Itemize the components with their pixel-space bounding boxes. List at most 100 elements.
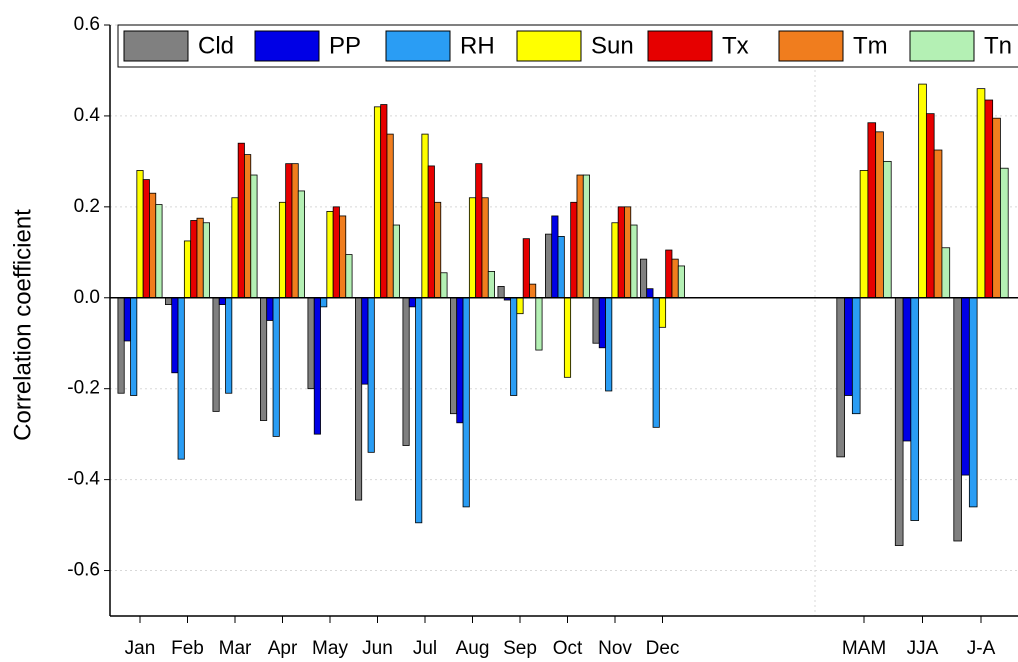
y-tick-label: -0.2 [67,378,100,399]
legend-swatch [385,30,451,62]
bar [297,190,305,299]
bar [497,286,505,299]
legend-swatch [778,30,844,62]
bar [510,297,518,396]
bar [918,83,927,299]
bar [677,265,685,299]
bar [136,170,144,299]
bar [582,174,590,299]
bar [285,163,293,299]
legend-label: Sun [591,32,634,59]
bar [278,201,287,299]
x-tick-label: MAM [842,638,886,659]
bar [910,297,920,521]
bar [545,233,553,299]
bar [266,297,274,321]
bar [225,297,233,394]
bar [1000,167,1009,299]
bar [605,297,613,392]
bar [894,297,904,546]
bar [563,297,572,378]
bar [440,272,448,299]
bar [142,179,150,299]
bar [361,297,369,385]
x-tick-label: J-A [967,638,996,659]
bar [658,297,667,328]
y-tick-label: -0.6 [67,560,100,581]
legend-swatch [123,30,189,62]
bar [326,210,334,299]
bar [434,201,442,299]
bar [149,192,157,299]
bar [402,297,410,446]
bar [462,297,470,508]
bar [408,297,416,308]
bar [902,297,912,442]
bar [202,222,210,299]
bar [611,222,619,299]
bar [123,297,131,342]
bar [576,174,584,299]
bar [196,217,204,299]
bar [291,163,299,299]
legend-label: RH [460,32,495,59]
bar [117,297,125,394]
bar [237,142,245,299]
x-tick-label: Apr [268,638,298,659]
bar [875,131,884,299]
bar [272,297,280,437]
x-tick-label: Sep [503,638,537,659]
bar [867,122,877,299]
x-tick-label: Jun [362,638,393,659]
legend-swatch [516,30,582,62]
bar [961,297,970,476]
x-tick-label: Mar [219,638,252,659]
y-tick-label: 0.6 [74,14,100,35]
bar [529,283,537,299]
bar [883,160,892,299]
y-tick-label: 0.4 [74,105,101,126]
bar [617,206,625,299]
bar [456,297,464,424]
bar [231,197,239,299]
bar [968,297,978,508]
bar [592,297,600,344]
x-tick-label: Oct [553,638,583,659]
bar [218,297,226,305]
bar [367,297,375,453]
bar [427,165,435,299]
bar [851,297,861,415]
bar [190,220,198,299]
legend-swatch [909,30,975,62]
bar [307,297,315,390]
bar [386,133,394,299]
bar [630,224,638,299]
bar [624,206,632,299]
bar [992,117,1001,299]
bar [450,297,458,415]
bar [933,149,943,299]
bar [332,206,340,299]
legend-label: PP [329,32,361,59]
bar [355,297,363,501]
bar [165,297,173,305]
y-tick-label: -0.4 [67,469,100,490]
bar [260,297,268,421]
bar [250,174,258,299]
x-tick-label: Jul [413,638,437,659]
bar [859,170,869,299]
x-tick-label: Feb [171,638,204,659]
bar [320,297,328,308]
bar [652,297,660,428]
bar [844,297,853,396]
bar [421,133,429,299]
y-tick-label: 0.2 [74,196,100,217]
bar [155,204,163,299]
bar [551,215,559,299]
bar [313,297,321,435]
bar [380,104,388,299]
bar [570,201,578,299]
bar [646,288,654,299]
x-tick-label: Nov [598,638,632,659]
